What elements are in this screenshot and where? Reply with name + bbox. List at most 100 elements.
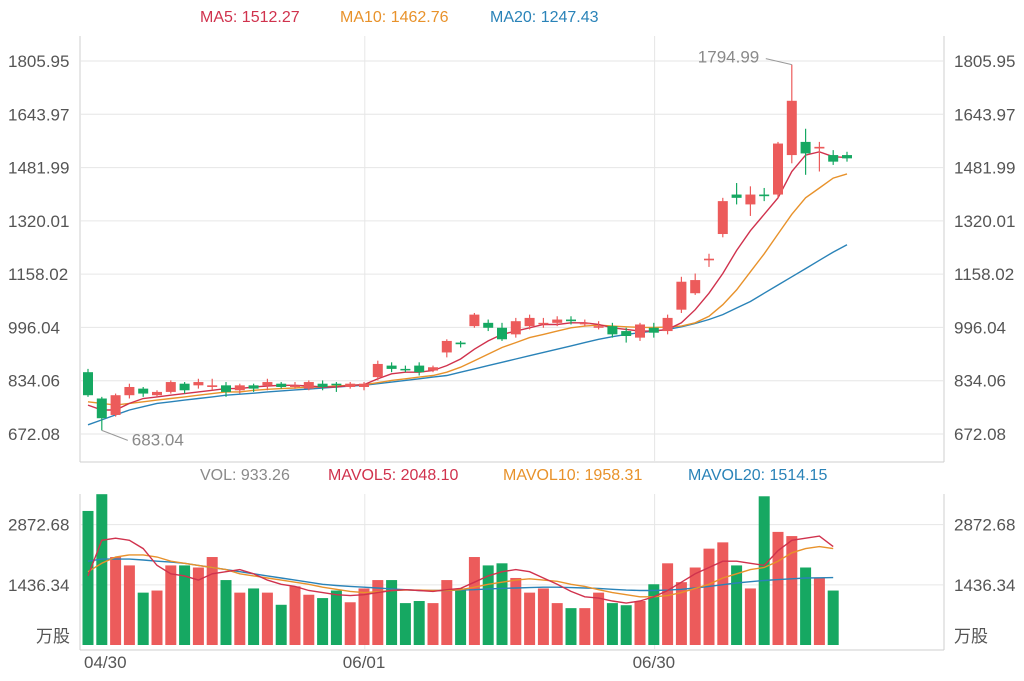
price-tick-left: 996.04 — [8, 318, 60, 337]
candle-body — [690, 280, 701, 294]
candle-body — [579, 322, 590, 325]
grid — [79, 36, 945, 651]
candle-body — [593, 326, 604, 328]
volume-bar — [482, 565, 494, 645]
price-tick-right: 1320.01 — [954, 212, 1015, 231]
volume-bar — [675, 582, 687, 645]
min-annotation-leader — [101, 429, 128, 441]
candle-body — [441, 340, 452, 353]
volume-bar — [813, 577, 825, 645]
candle-body — [234, 385, 245, 391]
volume-bar — [717, 542, 729, 645]
candle-body — [414, 365, 425, 373]
price-tick-right: 1481.99 — [954, 159, 1015, 178]
candle-body — [552, 319, 563, 323]
min-annotation: 683.04 — [132, 430, 184, 449]
candle-body — [207, 385, 218, 387]
volume-bar — [358, 588, 370, 645]
candle-body — [193, 382, 204, 386]
candle-body — [800, 141, 811, 154]
candle-body — [221, 385, 231, 392]
candle-body — [372, 363, 383, 378]
candle-body — [152, 391, 162, 396]
ma5-line — [87, 151, 848, 411]
candle-body — [731, 194, 742, 198]
volume-bar — [151, 590, 163, 645]
volume-bar — [206, 557, 218, 645]
volume-bar — [386, 580, 398, 645]
volume-bar — [413, 601, 425, 645]
candle-body — [497, 327, 507, 340]
candle-body — [96, 398, 107, 419]
volume-bar — [303, 594, 315, 645]
candle-body — [662, 317, 673, 332]
candle-body — [138, 388, 149, 394]
volume-bar — [758, 496, 770, 645]
volume-bar — [372, 580, 384, 645]
volume-bar — [579, 608, 591, 645]
legend-mavol10: MAVOL10: 1958.31 — [503, 467, 643, 484]
candle-body — [124, 386, 135, 396]
candle-body — [566, 319, 576, 322]
price-tick-left: 1158.02 — [8, 265, 68, 284]
legend-vol: VOL: 933.26 — [200, 467, 290, 484]
volume-bar — [317, 598, 329, 645]
price-tick-right: 996.04 — [954, 318, 1006, 337]
candle-body — [179, 383, 190, 391]
candle-body — [165, 382, 176, 392]
candle-body — [621, 331, 632, 336]
candle-body — [483, 322, 494, 328]
candle-body — [110, 395, 121, 415]
volume-bar — [427, 603, 439, 645]
candle-body — [83, 372, 93, 396]
price-tick-left: 834.06 — [8, 372, 60, 391]
candle-body — [455, 342, 466, 345]
volume-bar — [772, 531, 784, 645]
volume-tick-left: 1436.34 — [8, 576, 69, 595]
volume-tick-right: 1436.34 — [954, 576, 1015, 595]
volume-bar — [593, 592, 605, 645]
volume-bar — [537, 588, 549, 645]
price-tick-left: 1643.97 — [8, 105, 69, 124]
volume-bar — [468, 557, 480, 645]
volume-bar — [524, 592, 536, 645]
volume-bars — [82, 494, 839, 645]
candle-body — [428, 367, 438, 371]
price-tick-right: 1643.97 — [954, 105, 1015, 124]
legend-ma5: MA5: 1512.27 — [200, 9, 300, 26]
price-tick-left: 672.08 — [8, 425, 60, 444]
candle-body — [400, 368, 411, 371]
candlesticks — [83, 64, 852, 431]
volume-bar — [110, 557, 122, 645]
price-tick-left: 1481.99 — [8, 159, 69, 178]
volume-bar — [441, 580, 453, 645]
volume-bar — [330, 590, 342, 645]
price-tick-left: 1805.95 — [8, 52, 69, 71]
volume-bar — [551, 603, 563, 645]
volume-bar — [192, 567, 204, 645]
volume-unit-left: 万股 — [36, 627, 70, 646]
candle-body — [676, 281, 687, 310]
candle-body — [704, 258, 714, 261]
price-tick-right: 672.08 — [954, 425, 1006, 444]
volume-bar — [827, 590, 839, 645]
candle-body — [276, 383, 287, 387]
candle-body — [786, 100, 797, 156]
moving-average-lines — [87, 151, 848, 426]
volume-bar — [275, 604, 287, 645]
volume-bar — [703, 548, 715, 645]
volume-bar — [248, 588, 260, 645]
candle-body — [607, 326, 618, 335]
volume-tick-right: 2872.68 — [954, 516, 1015, 535]
candle-body — [773, 143, 783, 195]
candle-body — [648, 327, 659, 333]
volume-bar — [648, 584, 660, 645]
axis-labels: 1805.95 1805.95 1643.97 1643.97 1481.99 1481.… — [8, 48, 1015, 672]
volume-bar — [82, 510, 94, 645]
volume-bar — [344, 602, 356, 645]
max-annotation: 1794.99 — [698, 48, 759, 67]
volume-bar — [800, 567, 812, 645]
mavol10-line — [87, 545, 834, 598]
max-annotation-leader — [765, 58, 792, 66]
ma10-line — [87, 173, 848, 406]
